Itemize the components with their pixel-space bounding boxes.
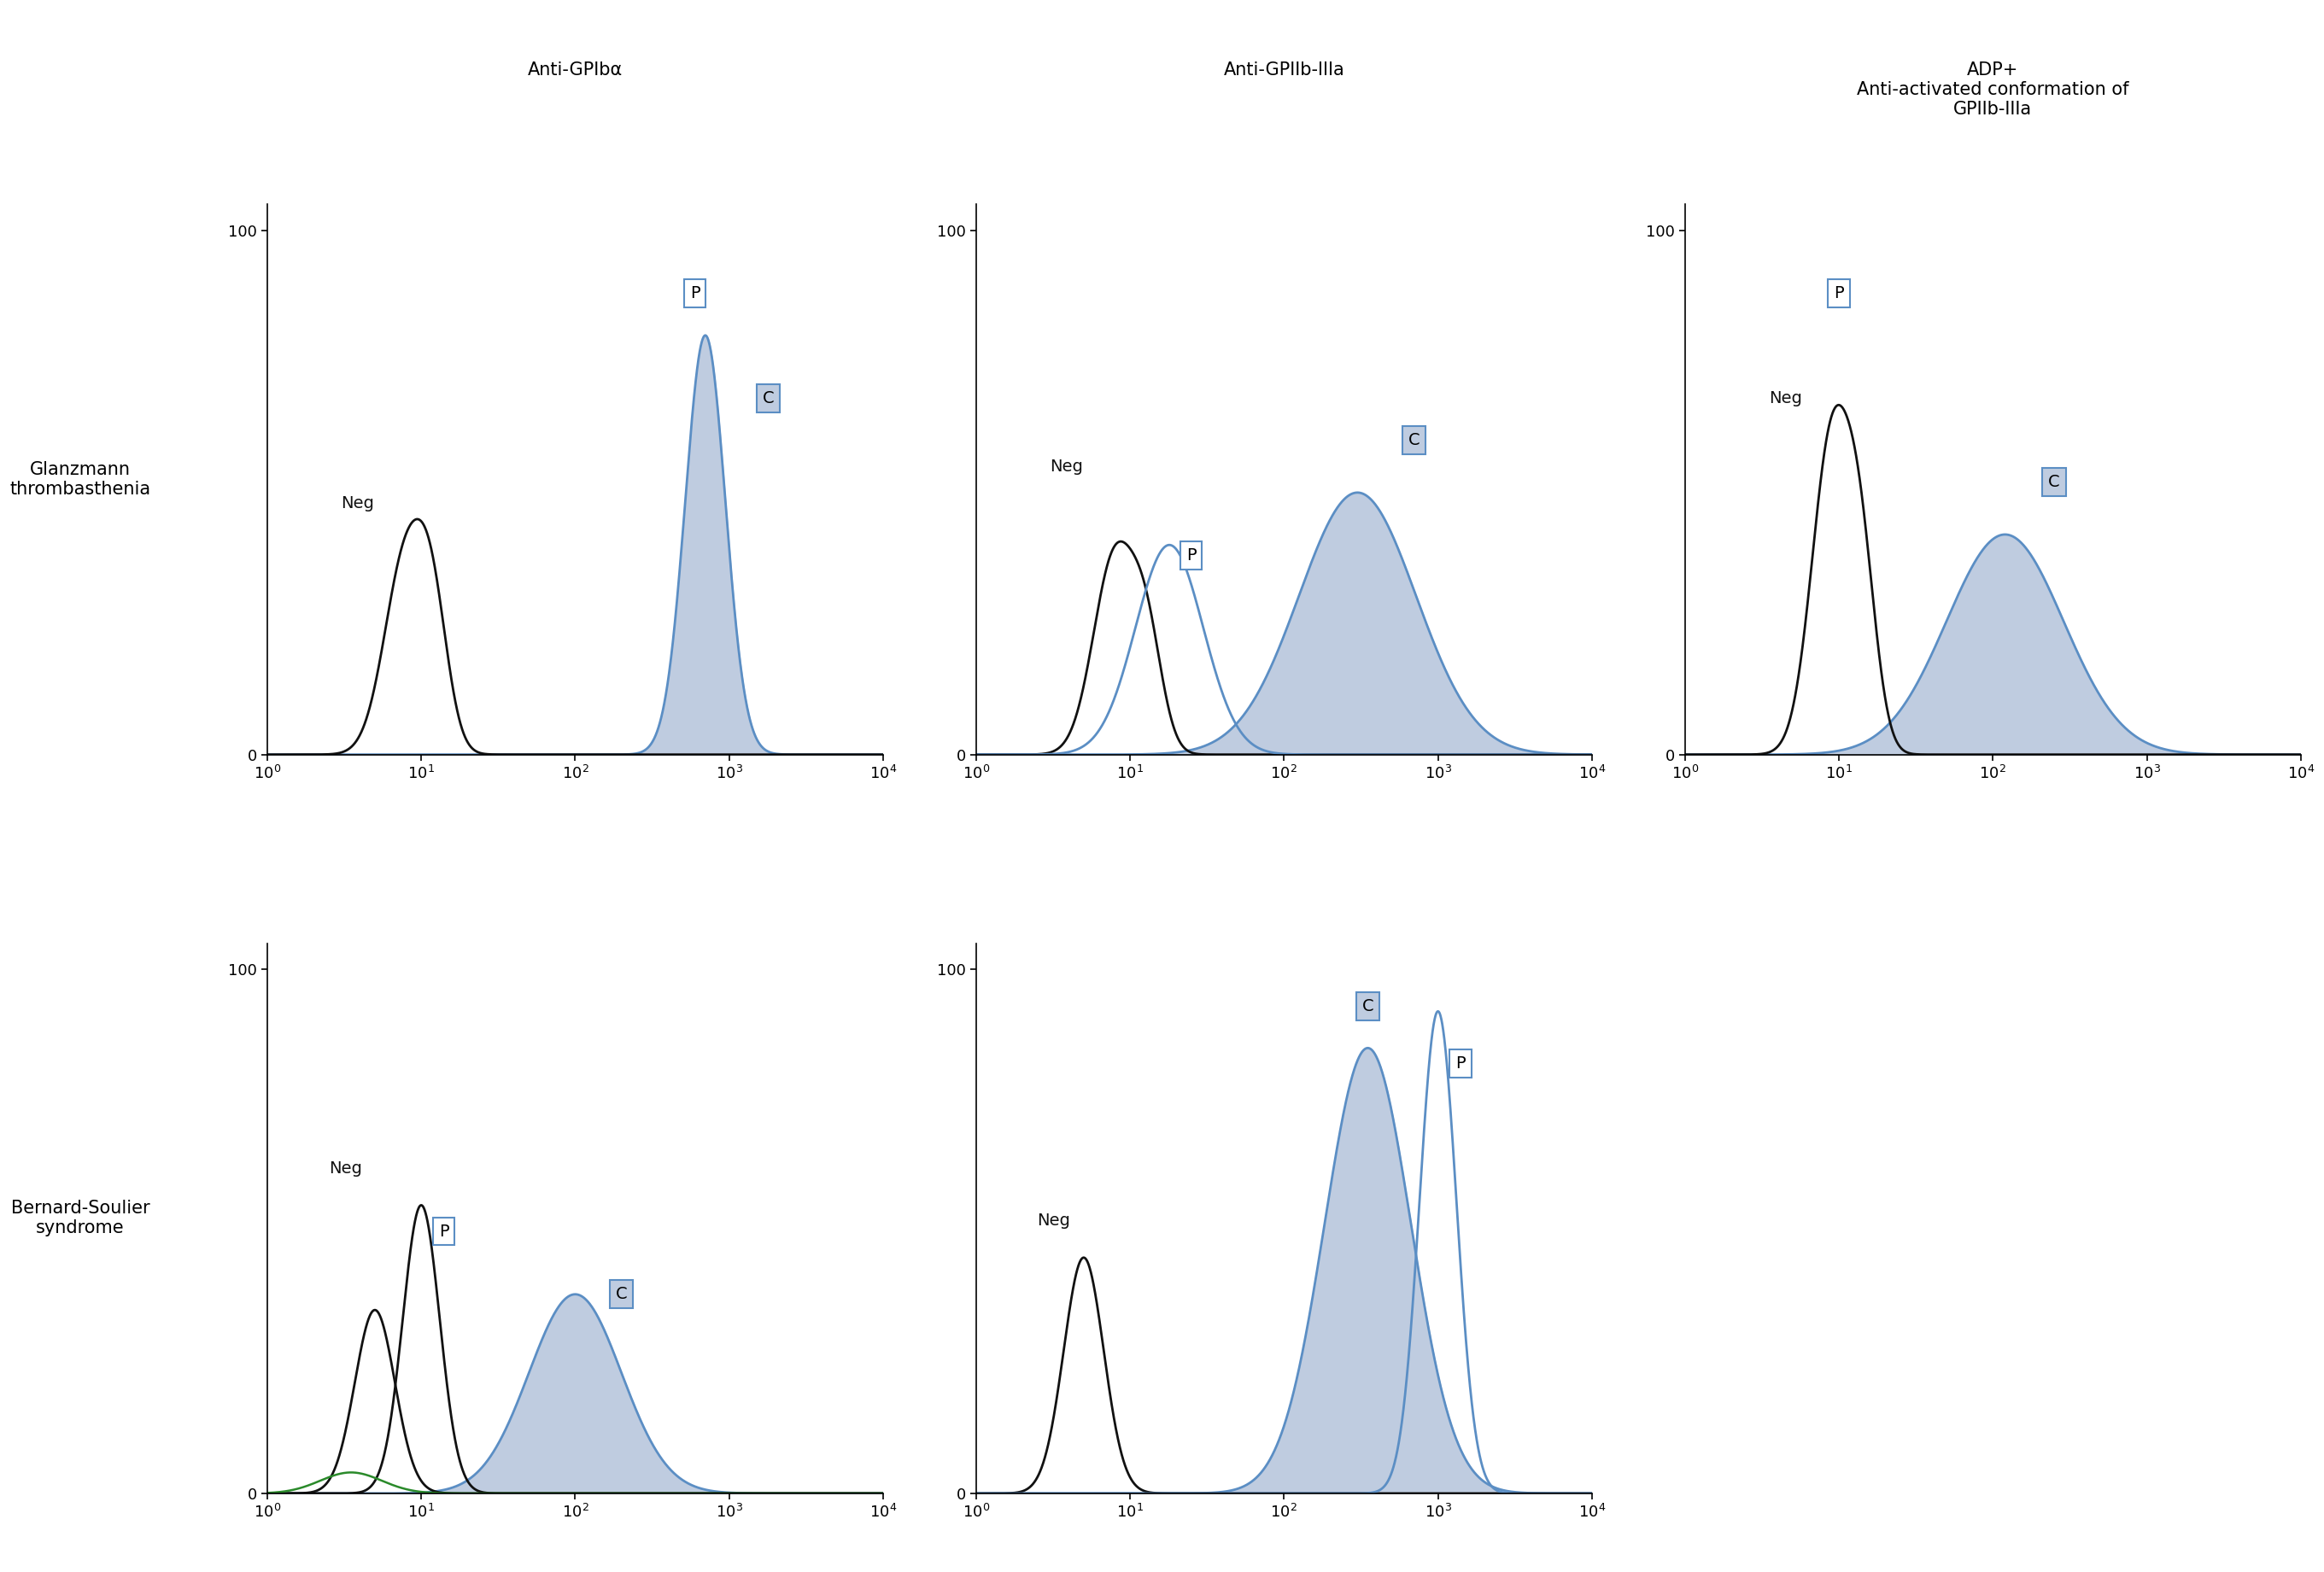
Text: Glanzmann
thrombasthenia: Glanzmann thrombasthenia (9, 461, 151, 498)
Text: P: P (690, 286, 700, 302)
Text: Anti-GPIbα: Anti-GPIbα (528, 61, 623, 79)
Text: C: C (2047, 475, 2059, 490)
Text: P: P (1834, 286, 1843, 302)
Text: C: C (762, 390, 774, 406)
Text: P: P (439, 1223, 449, 1239)
Text: Neg: Neg (328, 1160, 363, 1176)
Text: C: C (1408, 432, 1420, 448)
Text: Bernard-Soulier
syndrome: Bernard-Soulier syndrome (12, 1199, 149, 1237)
Text: Anti-GPIIb-IIIa: Anti-GPIIb-IIIa (1222, 61, 1346, 79)
Text: P: P (1185, 547, 1197, 563)
Text: Neg: Neg (1050, 459, 1083, 475)
Text: P: P (1455, 1056, 1466, 1072)
Text: Neg: Neg (1037, 1214, 1071, 1229)
Text: ADP+
Anti-activated conformation of
GPIIb-IIIa: ADP+ Anti-activated conformation of GPII… (1857, 61, 2129, 118)
Text: C: C (616, 1286, 627, 1302)
Text: Neg: Neg (1769, 390, 1801, 406)
Text: Neg: Neg (342, 495, 374, 511)
Text: C: C (1362, 998, 1373, 1014)
